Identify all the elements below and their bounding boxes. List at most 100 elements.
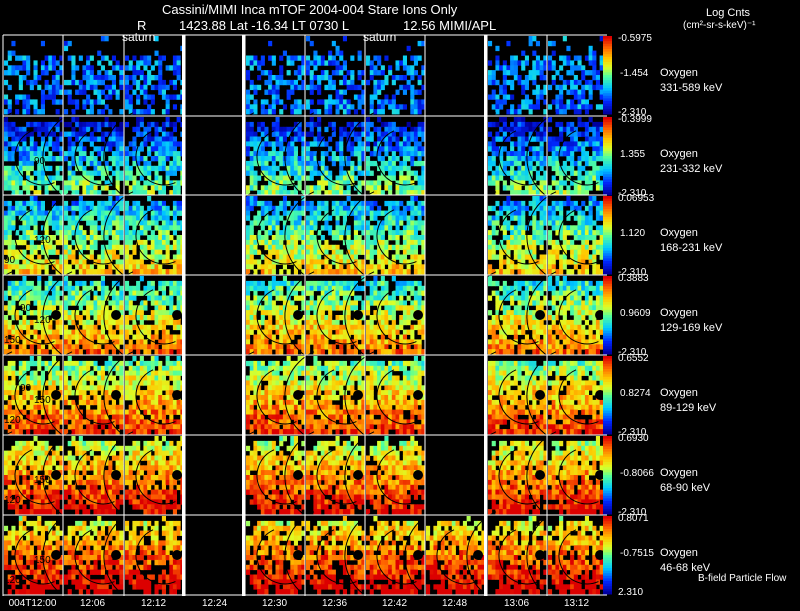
heatmap-cell [104,230,109,236]
heatmap-cell [335,285,340,292]
heatmap-cell [488,215,493,221]
heatmap-cell [7,215,12,221]
heatmap-cell [410,131,415,137]
heatmap-cell [40,225,45,231]
heatmap-cell [309,60,314,66]
heatmap-cell [513,215,518,221]
heatmap-cell [599,230,604,236]
colorbar-segment [603,271,612,275]
heatmap-cell [517,200,522,207]
heatmap-cell [154,131,159,137]
heatmap-cell [264,329,269,335]
heatmap-cell [82,146,87,152]
heatmap-cell [417,160,422,167]
heatmap-cell [48,249,53,255]
colorbar-segment [603,150,612,154]
heatmap-cell [532,126,537,133]
heatmap-cell [11,185,16,191]
heatmap-cell [535,205,540,212]
heatmap-cell [297,156,302,162]
heatmap-cell [335,94,340,100]
heatmap-cell [595,121,600,128]
heatmap-cell [562,160,567,167]
heatmap-cell [559,254,564,260]
heatmap-cell [562,84,567,91]
heatmap-cell [147,295,152,301]
heatmap-cell [380,131,385,137]
heatmap-cell [559,190,564,196]
heatmap-cell [399,141,404,147]
heatmap-cell [89,324,94,331]
heatmap-panel [103,112,185,206]
heatmap-cell [108,215,113,221]
heatmap-cell [324,295,329,301]
heatmap-cell [373,230,378,236]
heatmap-cell [271,220,276,226]
heatmap-cell [22,200,27,207]
heatmap-cell [11,151,16,157]
heatmap-cell [176,160,181,167]
heatmap-cell [143,79,148,86]
heatmap-cell [570,230,575,236]
heatmap-cell [562,200,567,207]
heatmap-cell [353,205,358,212]
heatmap-cell [584,151,589,157]
heatmap-cell [331,131,336,137]
heatmap-cell [128,165,133,172]
colorbar-segment [603,54,612,58]
heatmap-cell [4,175,9,181]
heatmap-cell [521,104,526,110]
heatmap-cell [339,249,344,255]
heatmap-cell [353,244,358,251]
heatmap-cell [391,146,396,152]
heatmap-cell [132,259,137,265]
heatmap-cell [562,264,567,270]
heatmap-cell [111,151,116,157]
heatmap-cell [115,190,120,196]
heatmap-cell [7,259,12,265]
heatmap-cell [543,235,548,241]
heatmap-cell [548,220,553,226]
heatmap-cell [361,249,366,255]
heatmap-cell [22,104,27,110]
heatmap-cell [111,160,116,167]
heatmap-cell [577,259,582,265]
heatmap-cell [128,254,133,260]
heatmap-cell [592,170,597,176]
heatmap-cell [78,235,83,241]
heatmap-cell [290,104,295,110]
heatmap-cell [361,305,366,311]
heatmap-cell [528,126,533,133]
heatmap-cell [306,36,311,42]
heatmap-cell [306,165,311,172]
heatmap-cell [249,259,254,265]
heatmap-cell [301,315,306,321]
heatmap-cell [119,290,124,296]
heatmap-cell [26,121,31,128]
heatmap-cell [570,141,575,147]
heatmap-cell [55,185,60,191]
heatmap-cell [33,99,38,105]
heatmap-cell [502,165,507,172]
heatmap-cell [22,160,27,167]
heatmap-cell [29,215,34,221]
heatmap-cell [377,175,382,181]
heatmap-cell [275,344,280,350]
heatmap-cell [309,315,314,321]
contour-line [498,130,539,186]
heatmap-cell [328,175,333,181]
heatmap-cell [86,65,91,71]
heatmap-cell [97,349,102,355]
heatmap-cell [97,170,102,176]
heatmap-cell [260,349,265,355]
heatmap-cell [11,180,16,186]
heatmap-cell [51,99,56,105]
heatmap-cell [502,220,507,226]
heatmap-cell [346,230,351,236]
heatmap-cell [172,60,177,66]
heatmap-cell [342,259,347,265]
heatmap-cell [592,65,597,71]
heatmap-cell [55,126,60,133]
heatmap-cell [588,196,593,202]
heatmap-cell [132,269,137,275]
